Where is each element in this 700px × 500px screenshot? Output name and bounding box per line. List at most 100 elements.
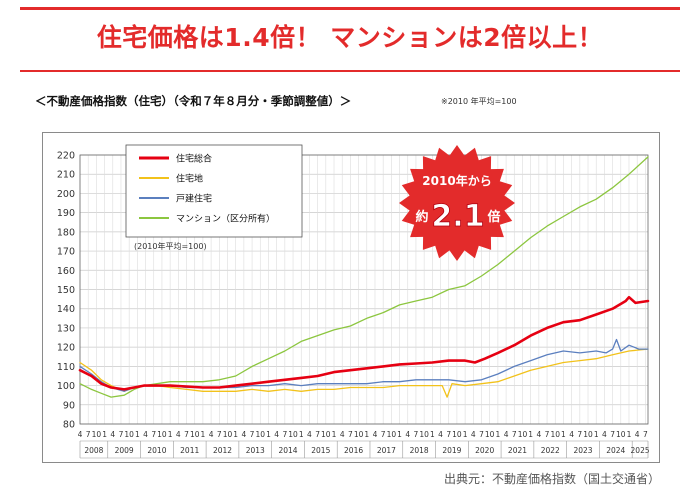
x-month-label: 4 xyxy=(209,430,214,439)
y-tick-label: 140 xyxy=(57,304,75,315)
series-line-total xyxy=(78,295,650,391)
x-month-label: 10 xyxy=(190,430,200,439)
x-month-label: 7 xyxy=(348,430,353,439)
x-month-label: 1 xyxy=(397,430,402,439)
x-month-label: 4 xyxy=(536,430,541,439)
x-month-label: 1 xyxy=(463,430,468,439)
x-year-label: 2017 xyxy=(377,446,396,455)
x-month-label: 10 xyxy=(583,430,593,439)
x-month-label: 7 xyxy=(282,430,287,439)
series-line-land xyxy=(79,348,649,398)
x-month-label: 7 xyxy=(250,430,255,439)
x-year-label: 2010 xyxy=(147,446,166,455)
legend-label: マンション（区分所有） xyxy=(176,213,275,225)
base-year-note: ※2010 年平均=100 xyxy=(441,97,517,106)
x-year-label: 2025 xyxy=(631,446,650,455)
x-month-label: 4 xyxy=(176,430,181,439)
x-month-label: 10 xyxy=(255,430,265,439)
y-tick-label: 130 xyxy=(57,323,75,334)
y-tick-label: 220 xyxy=(57,151,75,162)
x-month-label: 7 xyxy=(577,430,582,439)
x-year-label: 2021 xyxy=(508,446,527,455)
y-tick-label: 100 xyxy=(57,381,75,392)
x-month-label: 7 xyxy=(315,430,320,439)
x-month-label: 4 xyxy=(373,430,378,439)
top-rule xyxy=(20,7,680,10)
x-year-label: 2013 xyxy=(246,446,265,455)
y-tick-label: 170 xyxy=(57,247,75,258)
x-month-label: 1 xyxy=(135,430,140,439)
x-month-label: 4 xyxy=(504,430,509,439)
x-year-label: 2015 xyxy=(311,446,330,455)
x-month-label: 4 xyxy=(274,430,279,439)
x-year-label: 2014 xyxy=(278,446,297,455)
x-year-label: 2009 xyxy=(115,446,134,455)
x-year-label: 2019 xyxy=(442,446,461,455)
x-month-label: 1 xyxy=(233,430,238,439)
y-tick-label: 110 xyxy=(57,362,75,373)
plot-area xyxy=(79,154,649,425)
x-month-label: 10 xyxy=(616,430,626,439)
legend-box xyxy=(125,144,303,238)
x-month-label: 10 xyxy=(223,430,233,439)
x-year-label: 2024 xyxy=(606,446,625,455)
x-month-label: 4 xyxy=(340,430,345,439)
legend-label: 住宅総合 xyxy=(176,153,212,165)
chart-base-note: (2010年平均=100) xyxy=(134,241,207,251)
y-tick-label: 190 xyxy=(57,208,75,219)
x-month-label: 7 xyxy=(151,430,156,439)
x-month-label: 7 xyxy=(119,430,124,439)
x-year-label: 2008 xyxy=(84,446,103,455)
x-month-label: 7 xyxy=(184,430,189,439)
y-tick-label: 160 xyxy=(57,266,75,277)
x-month-label: 4 xyxy=(471,430,476,439)
x-month-label: 1 xyxy=(201,430,206,439)
x-year-label: 2016 xyxy=(344,446,363,455)
x-month-label: 4 xyxy=(307,430,312,439)
x-year-label: 2020 xyxy=(475,446,494,455)
x-month-label: 10 xyxy=(124,430,134,439)
badge-prefix: 約 xyxy=(415,209,428,225)
x-month-label: 1 xyxy=(102,430,107,439)
badge-starburst xyxy=(399,145,515,261)
x-year-label: 2018 xyxy=(410,446,429,455)
chart-subtitle: ＜不動産価格指数（住宅）（令和７年８月分・季節調整値）＞ xyxy=(35,94,352,108)
y-tick-label: 150 xyxy=(57,285,75,296)
y-tick-label: 120 xyxy=(57,343,75,354)
x-month-label: 1 xyxy=(332,430,337,439)
x-month-label: 7 xyxy=(643,430,648,439)
headline-rule xyxy=(20,70,680,72)
x-month-label: 4 xyxy=(78,430,83,439)
x-year-label: 2011 xyxy=(180,446,199,455)
y-tick-label: 200 xyxy=(57,189,75,200)
x-month-label: 7 xyxy=(86,430,91,439)
x-month-label: 1 xyxy=(495,430,500,439)
x-month-label: 7 xyxy=(545,430,550,439)
x-month-label: 1 xyxy=(430,430,435,439)
y-tick-label: 180 xyxy=(57,227,75,238)
x-month-label: 4 xyxy=(110,430,115,439)
legend-label: 戸建住宅 xyxy=(176,193,212,205)
x-month-label: 4 xyxy=(569,430,574,439)
x-month-label: 10 xyxy=(419,430,429,439)
x-month-label: 10 xyxy=(452,430,462,439)
x-month-label: 10 xyxy=(387,430,397,439)
x-month-label: 7 xyxy=(512,430,517,439)
chart-frame: 80 90 100 110 120 130 140 150 160 170 180 190 200 210… xyxy=(42,132,660,463)
x-month-label: 10 xyxy=(157,430,167,439)
x-month-label: 7 xyxy=(479,430,484,439)
x-month-label: 1 xyxy=(364,430,369,439)
x-year-label: 2012 xyxy=(213,446,232,455)
x-month-label: 10 xyxy=(550,430,560,439)
x-month-label: 10 xyxy=(354,430,364,439)
x-month-label: 1 xyxy=(299,430,304,439)
x-month-label: 7 xyxy=(381,430,386,439)
x-month-label: 7 xyxy=(217,430,222,439)
source-citation: 出典元：不動産価格指数（国土交通省） xyxy=(443,472,660,486)
y-tick-label: 90 xyxy=(63,400,75,411)
x-month-label: 4 xyxy=(438,430,443,439)
x-month-label: 1 xyxy=(266,430,271,439)
x-month-label: 4 xyxy=(241,430,246,439)
x-month-label: 10 xyxy=(92,430,102,439)
x-month-label: 1 xyxy=(528,430,533,439)
